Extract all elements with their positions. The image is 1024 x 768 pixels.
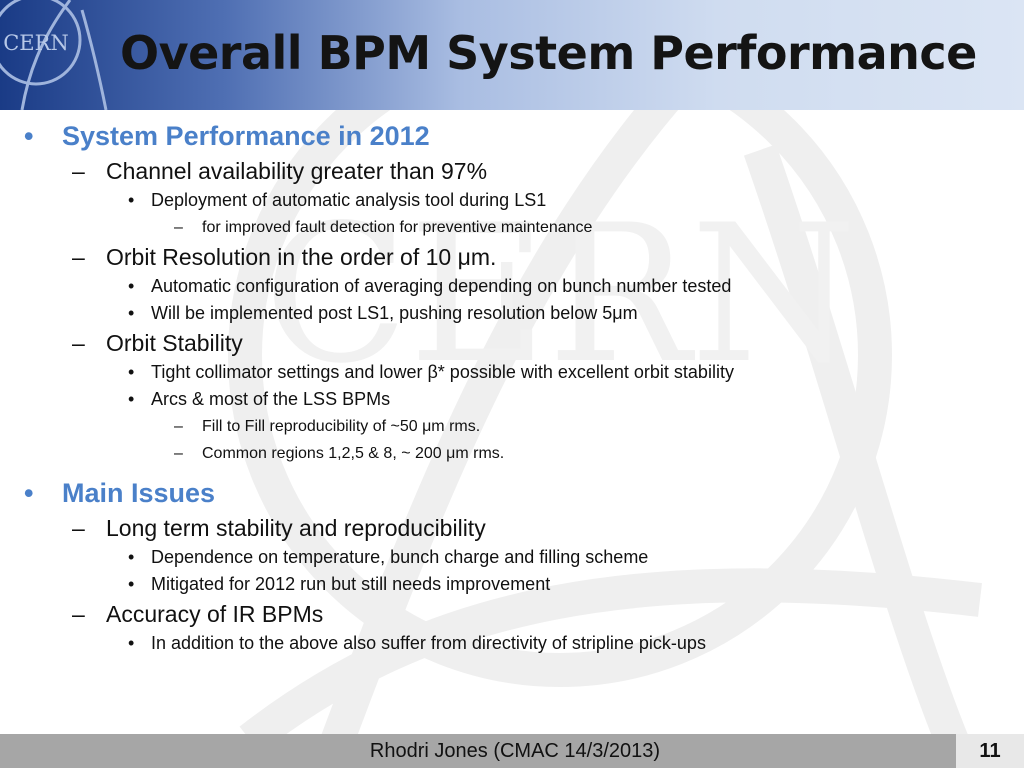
bullet-text: Main Issues [62,478,216,508]
bullet-text: System Performance in 2012 [62,121,430,151]
bullet-marker: • [128,190,135,210]
bullet-marker: • [128,633,135,653]
bullet-marker: • [24,121,34,151]
bullet-item: • Dependence on temperature, bunch charge… [0,544,1024,571]
page-number: 11 [956,734,1024,768]
footer-text: Rhodri Jones (CMAC 14/3/2013) [369,740,661,762]
bullet-marker: – [174,418,183,435]
slide-title: Overall BPM System Performance [120,26,977,80]
bullet-marker: – [174,445,183,462]
bullet-marker: • [128,574,135,594]
bullet-marker: – [72,515,85,541]
title-bar: CERN Overall BPM System Performance [0,0,1024,110]
bullet-item: • System Performance in 2012 [0,118,1024,155]
bullet-item: • Will be implemented post LS1, pushing r… [0,300,1024,327]
bullet-item: – Common regions 1,2,5 & 8, ~ 200 μm rms. [0,440,1024,467]
bullet-text: Common regions 1,2,5 & 8, ~ 200 μm rms. [202,445,505,462]
bullet-marker: – [72,244,85,270]
bullet-item: • Deployment of automatic analysis tool d… [0,187,1024,214]
bullet-text: Automatic configuration of averaging dep… [151,276,732,296]
bullet-text: Channel availability greater than 97% [106,158,488,184]
bullet-text: Long term stability and reproducibility [106,515,486,541]
bullet-item: – Accuracy of IR BPMs [0,598,1024,630]
bullet-item: • In addition to the above also suffer fr… [0,630,1024,657]
bullet-item: – Fill to Fill reproducibility of ~50 μm … [0,413,1024,440]
footer-bar: Rhodri Jones (CMAC 14/3/2013) 11 [0,734,1024,768]
bullet-marker: • [24,478,34,508]
bullet-marker: – [72,330,85,356]
bullet-text: Orbit Stability [106,330,243,356]
bullet-marker: – [72,158,85,184]
bullet-item: – Orbit Stability [0,327,1024,359]
bullet-text: Arcs & most of the LSS BPMs [151,389,391,409]
bullet-list: • System Performance in 2012 – Channel ava… [0,118,1024,657]
bullet-text: Tight collimator settings and lower β* p… [151,362,734,382]
bullet-item: – for improved fault detection for preven… [0,214,1024,241]
bullet-text: Accuracy of IR BPMs [106,601,324,627]
bullet-item: – Channel availability greater than 97% [0,155,1024,187]
section-gap [0,467,1024,475]
bullet-marker: – [174,219,183,236]
bullet-text: In addition to the above also suffer fro… [151,633,706,653]
bullet-text: for improved fault detection for prevent… [202,219,593,236]
watermark-text: CERN [263,184,856,405]
bullet-text: Fill to Fill reproducibility of ~50 μm r… [202,418,481,435]
bullet-marker: – [72,601,85,627]
bullet-text: Deployment of automatic analysis tool du… [151,190,547,210]
bullet-item: • Arcs & most of the LSS BPMs [0,386,1024,413]
bullet-text: Mitigated for 2012 run but still needs i… [151,574,551,594]
bullet-item: • Main Issues [0,475,1024,512]
bullet-text: Orbit Resolution in the order of 10 μm. [106,244,497,270]
bullet-item: – Orbit Resolution in the order of 10 μm. [0,241,1024,273]
logo-text: CERN [3,31,69,55]
bullet-item: • Mitigated for 2012 run but still needs … [0,571,1024,598]
bullet-text: Will be implemented post LS1, pushing re… [151,303,638,323]
bullet-item: – Long term stability and reproducibility [0,512,1024,544]
bullet-text: Dependence on temperature, bunch charge … [151,547,649,567]
bullet-marker: • [128,547,135,567]
bullet-marker: • [128,303,135,323]
bullet-item: • Automatic configuration of averaging de… [0,273,1024,300]
bullet-marker: • [128,362,135,382]
cern-logo-icon: CERN [0,0,108,110]
bullet-item: • Tight collimator settings and lower β* … [0,359,1024,386]
bullet-marker: • [128,389,135,409]
bullet-marker: • [128,276,135,296]
